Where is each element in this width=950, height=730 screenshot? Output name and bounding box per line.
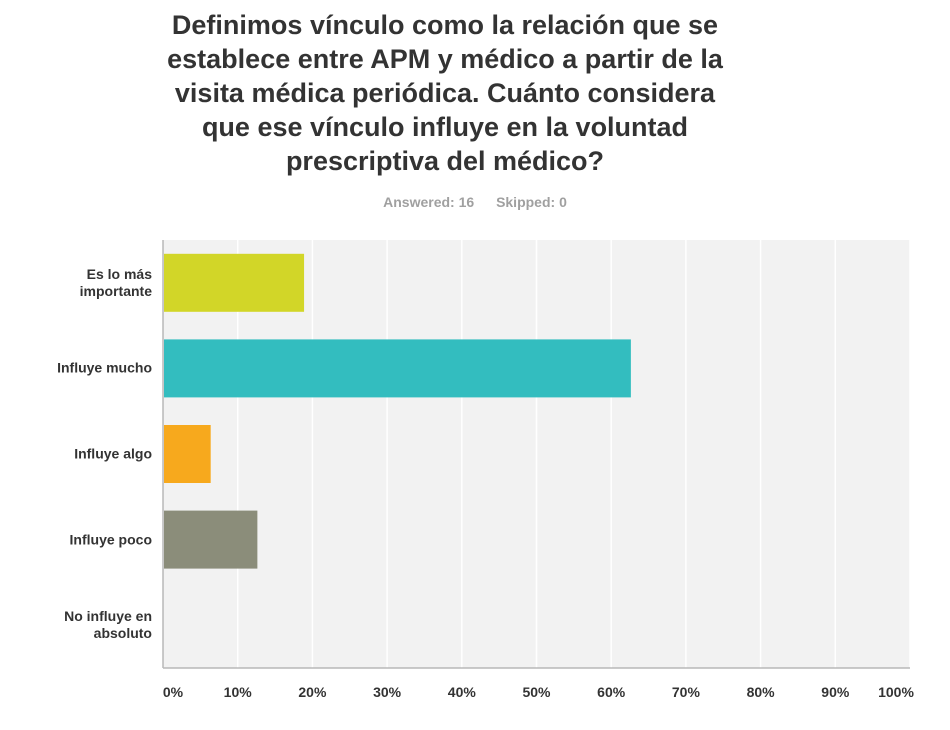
category-label: Influye mucho: [0, 360, 152, 377]
title-line: prescriptiva del médico?: [285, 146, 605, 176]
chart-title: Definimos vínculo como la relación que s…: [100, 8, 790, 178]
response-summary: Answered: 16 Skipped: 0: [0, 194, 950, 210]
bar: [164, 425, 211, 483]
bar: [164, 339, 631, 398]
category-label: Influye poco: [0, 531, 152, 548]
category-label-line: No influye en: [64, 608, 152, 625]
category-label-line: Influye algo: [74, 445, 152, 462]
category-label: Influye algo: [0, 446, 152, 463]
bar: [164, 253, 305, 312]
title-line: establece entre APM y médico a partir de…: [167, 44, 723, 74]
x-tick-label: 50%: [522, 684, 551, 700]
bar: [164, 510, 258, 569]
title-line: Definimos vínculo como la relación que s…: [171, 10, 719, 40]
category-label-line: Influye mucho: [57, 359, 152, 376]
category-label: Es lo más importante: [0, 266, 152, 300]
x-tick-label: 30%: [373, 684, 402, 700]
category-label-line: Es lo más: [86, 265, 152, 282]
answered-count: Answered: 16: [383, 194, 475, 210]
skipped-count: Skipped: 0: [496, 194, 567, 210]
x-tick-label: 90%: [821, 684, 850, 700]
category-label: No influye en absoluto: [0, 608, 152, 642]
category-label-line: importante: [79, 282, 152, 299]
x-tick-label: 80%: [747, 684, 776, 700]
title-line: que ese vínculo influye en la voluntad: [201, 112, 689, 142]
x-tick-label: 60%: [597, 684, 626, 700]
x-tick-label: 10%: [224, 684, 253, 700]
x-tick-label: 70%: [672, 684, 701, 700]
category-label-line: Influye poco: [69, 531, 152, 548]
x-tick-label: 40%: [448, 684, 477, 700]
x-tick-label: 100%: [878, 684, 914, 700]
category-label-line: absoluto: [93, 625, 152, 642]
x-tick-label: 0%: [163, 684, 184, 700]
title-line: visita médica periódica. Cuánto consider…: [174, 78, 716, 108]
x-tick-label: 20%: [298, 684, 327, 700]
